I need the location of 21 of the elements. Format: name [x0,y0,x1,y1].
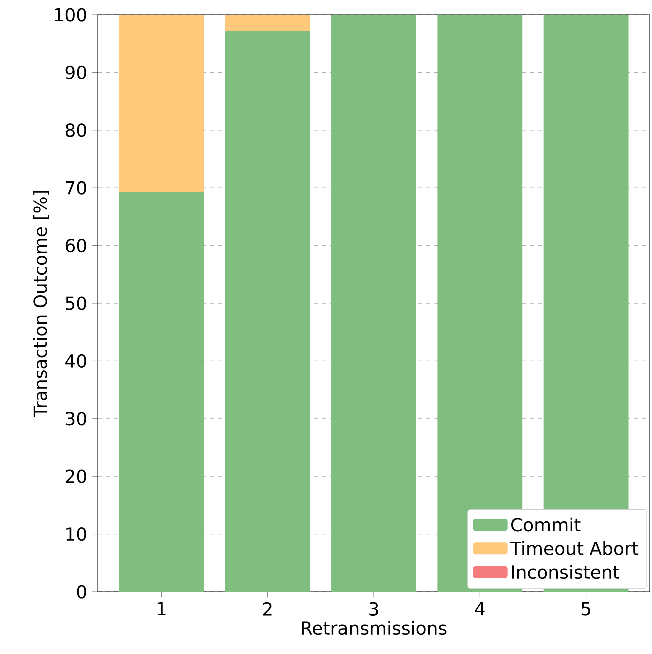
y-tick-label: 0 [77,585,86,599]
x-tick-label: 3 [370,602,378,616]
y-tick-label: 40 [66,354,86,368]
x-tick-label: 4 [475,602,485,616]
legend-label: Inconsistent [512,565,620,580]
y-axis-title: Transaction Outcome [%] [33,191,50,418]
y-tick-label: 80 [66,124,86,138]
y-tick-label: 50 [66,296,86,310]
y-tick-label: 30 [66,412,86,426]
y-tick-label: 20 [66,470,86,484]
y-tick-label: 90 [66,66,86,80]
legend-label: Timeout Abort [510,541,639,556]
y-tick-label: 10 [66,527,86,542]
x-axis-title: Retransmissions [302,621,447,636]
y-tick-label: 60 [66,238,86,253]
y-tick-label: 100 [55,8,86,22]
x-tick-label: 5 [582,602,590,616]
y-tick-label: 70 [66,181,86,195]
legend-label: Commit [512,518,581,532]
x-tick-label: 1 [158,602,166,616]
x-tick-label: 2 [263,602,272,616]
